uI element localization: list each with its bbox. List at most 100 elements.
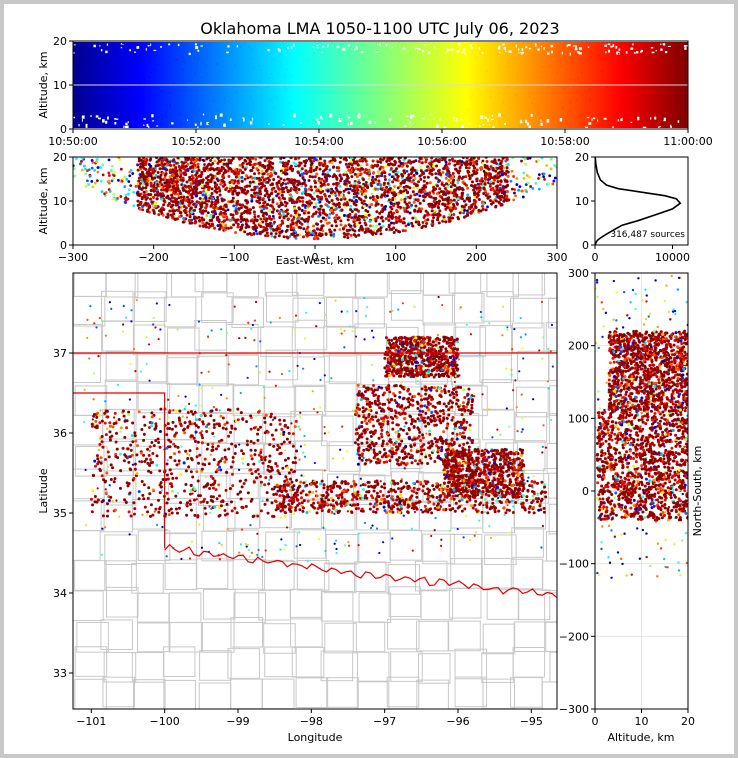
plan-view-point [180, 445, 183, 448]
east-west-point [150, 176, 154, 180]
east-west-point [238, 203, 242, 207]
east-west-point [251, 157, 255, 160]
east-west-point [337, 205, 341, 209]
histogram-ytick-label: 20 [575, 151, 589, 164]
east-west-point [265, 231, 269, 235]
east-west-point [478, 186, 482, 190]
east-west-point [377, 171, 380, 175]
east-west-point [194, 183, 198, 187]
county-outline [546, 530, 557, 562]
east-west-point [264, 219, 268, 223]
plan-view-point [188, 454, 191, 457]
east-west-point [178, 175, 182, 179]
time-height-point [250, 96, 253, 99]
time-height-point [671, 124, 674, 127]
plan-view-point [282, 432, 286, 436]
time-height-point [528, 114, 531, 117]
plan-view-point [107, 465, 110, 468]
east-west-point [216, 200, 220, 204]
east-west-point [394, 173, 398, 177]
time-height-point [588, 87, 591, 90]
county-outline [290, 411, 323, 442]
time-height-point [584, 116, 587, 119]
county-outline [355, 273, 388, 298]
time-height-point [347, 68, 349, 71]
time-height-point [270, 73, 273, 75]
county-outline [290, 616, 323, 648]
east-west-point [186, 168, 190, 172]
time-height-point [290, 74, 293, 77]
east-west-point [335, 181, 339, 185]
east-west-point [359, 164, 363, 168]
time-height-point [571, 62, 573, 64]
east-west-point [515, 177, 519, 180]
plan-view-point [319, 406, 322, 409]
east-west-point [200, 184, 204, 188]
east-west-point [174, 172, 178, 176]
time-height-point [308, 69, 310, 72]
plan-view-point [247, 321, 250, 324]
time-height-point [446, 91, 448, 94]
time-height-point [561, 121, 564, 124]
plan-view-point [505, 367, 508, 370]
east-west-point [220, 199, 224, 203]
east-west-point [209, 194, 213, 198]
east-west-point [501, 186, 505, 190]
east-west-point [433, 159, 437, 163]
east-west-point [322, 182, 326, 186]
time-height-gap [683, 45, 687, 47]
east-west-point [153, 176, 157, 180]
east-west-point [438, 209, 442, 213]
east-west-point [326, 173, 330, 177]
east-west-point [184, 206, 188, 210]
time-height-point [502, 101, 505, 104]
east-west-point [379, 216, 383, 220]
east-west-point [442, 198, 446, 202]
east-west-point [442, 167, 446, 171]
east-west-point [149, 193, 153, 197]
east-west-point [391, 180, 395, 184]
east-west-point [152, 183, 156, 187]
east-west-point [388, 173, 392, 176]
time-height-point [676, 59, 678, 61]
east-west-point [314, 231, 318, 235]
plan-view-point [218, 558, 221, 561]
east-west-point [241, 218, 245, 222]
time-height-gap [78, 123, 80, 127]
time-height-gap [566, 44, 568, 48]
time-height-point [450, 120, 453, 123]
county-outline [328, 441, 362, 472]
east-west-point [138, 207, 142, 211]
east-west-point [275, 209, 279, 213]
east-west-point [178, 211, 182, 215]
east-west-point [362, 204, 366, 208]
east-west-point [237, 174, 241, 178]
east-west-point [221, 175, 225, 179]
east-west-point [352, 195, 356, 199]
east-west-point [319, 197, 323, 201]
east-west-point [422, 184, 426, 188]
east-west-point [442, 215, 446, 219]
east-west-point [524, 183, 528, 187]
time-height-point [276, 96, 278, 99]
east-west-point [323, 159, 327, 163]
east-west-point [250, 188, 254, 192]
east-west-point [500, 191, 504, 195]
time-height-gap [406, 115, 409, 118]
time-height-point [206, 56, 209, 59]
plan-view-point [550, 323, 554, 327]
time-height-gap [593, 117, 596, 120]
plan-view-point [183, 407, 186, 411]
east-west-point [265, 157, 269, 160]
plan-view-point [105, 427, 109, 430]
east-west-point [314, 202, 318, 205]
east-west-point [392, 226, 396, 230]
time-height-gap [105, 120, 108, 124]
time-height-point [651, 72, 654, 75]
time-height-gap [630, 121, 633, 123]
east-west-point [228, 185, 232, 189]
time-height-xtick-label: 10:56:00 [417, 135, 466, 148]
county-outline [103, 474, 137, 506]
east-west-point [137, 184, 141, 188]
